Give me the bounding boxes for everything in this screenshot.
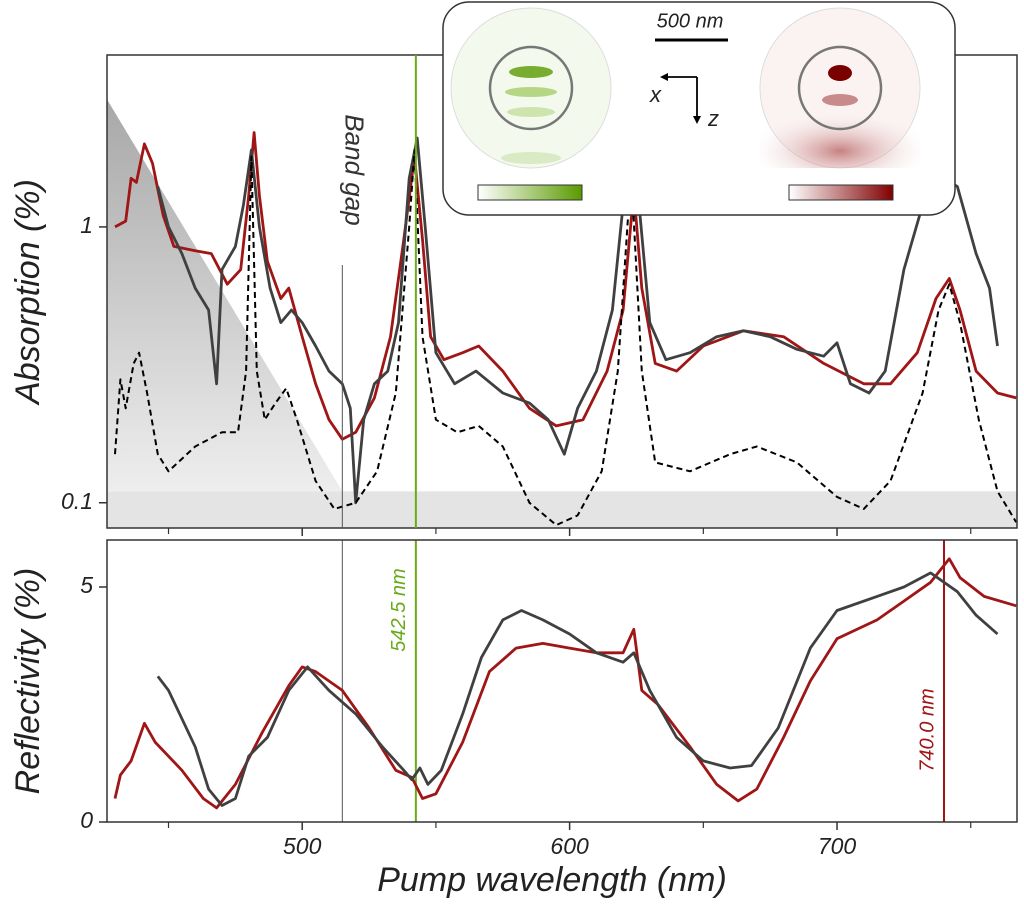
arrow-heads: [660, 73, 701, 124]
plot-area: [113, 557, 1017, 810]
field-glow: [760, 100, 920, 168]
colorbar-green: [477, 184, 583, 201]
particle-outline: [797, 45, 883, 131]
field-lobe: [505, 87, 557, 97]
series-line: [114, 149, 1017, 527]
y-tick-label: 5: [80, 572, 93, 598]
series-line: [113, 557, 1017, 810]
field-lobe: [509, 66, 553, 78]
field-lobe: [501, 152, 561, 164]
reflectivity-panel: 0 5 500 600 700 Reflectivity (%) Pump waveleng…: [9, 528, 1018, 899]
y-axis-title: Reflectivity (%): [9, 568, 47, 795]
series-line: [156, 571, 999, 807]
y-tick-label: 0.1: [61, 488, 93, 514]
marker-label: Band gap: [339, 114, 369, 225]
marker-label: 740.0 nm: [916, 688, 938, 771]
colorbar-red: [788, 184, 894, 201]
band-gap-shading: [107, 99, 343, 492]
inset: 500 nm x z: [442, 1, 956, 216]
field-lobe: [828, 65, 852, 81]
series-line: [156, 136, 999, 505]
particle-outline: [488, 45, 574, 131]
x-tick-label: 700: [818, 833, 857, 859]
marker-label: 542.5 nm: [388, 568, 410, 651]
y-axis-title: Absorption (%): [9, 179, 47, 406]
y-tick-label: 0: [80, 807, 93, 833]
x-tick-label: 600: [550, 833, 589, 859]
field-lobe: [822, 94, 858, 106]
plot-area: [114, 131, 1017, 527]
axis-x-label: x: [649, 82, 662, 107]
axis-arrows: [665, 76, 698, 118]
series-line: [114, 131, 1017, 441]
y-tick-label: 1: [80, 212, 93, 238]
scale-label: 500 nm: [657, 10, 724, 32]
field-lobe: [507, 107, 555, 117]
panel-frame: [106, 539, 1018, 823]
x-tick-label: 500: [283, 833, 322, 859]
x-axis-title: Pump wavelength (nm): [377, 861, 727, 899]
axis-z-label: z: [707, 106, 719, 131]
